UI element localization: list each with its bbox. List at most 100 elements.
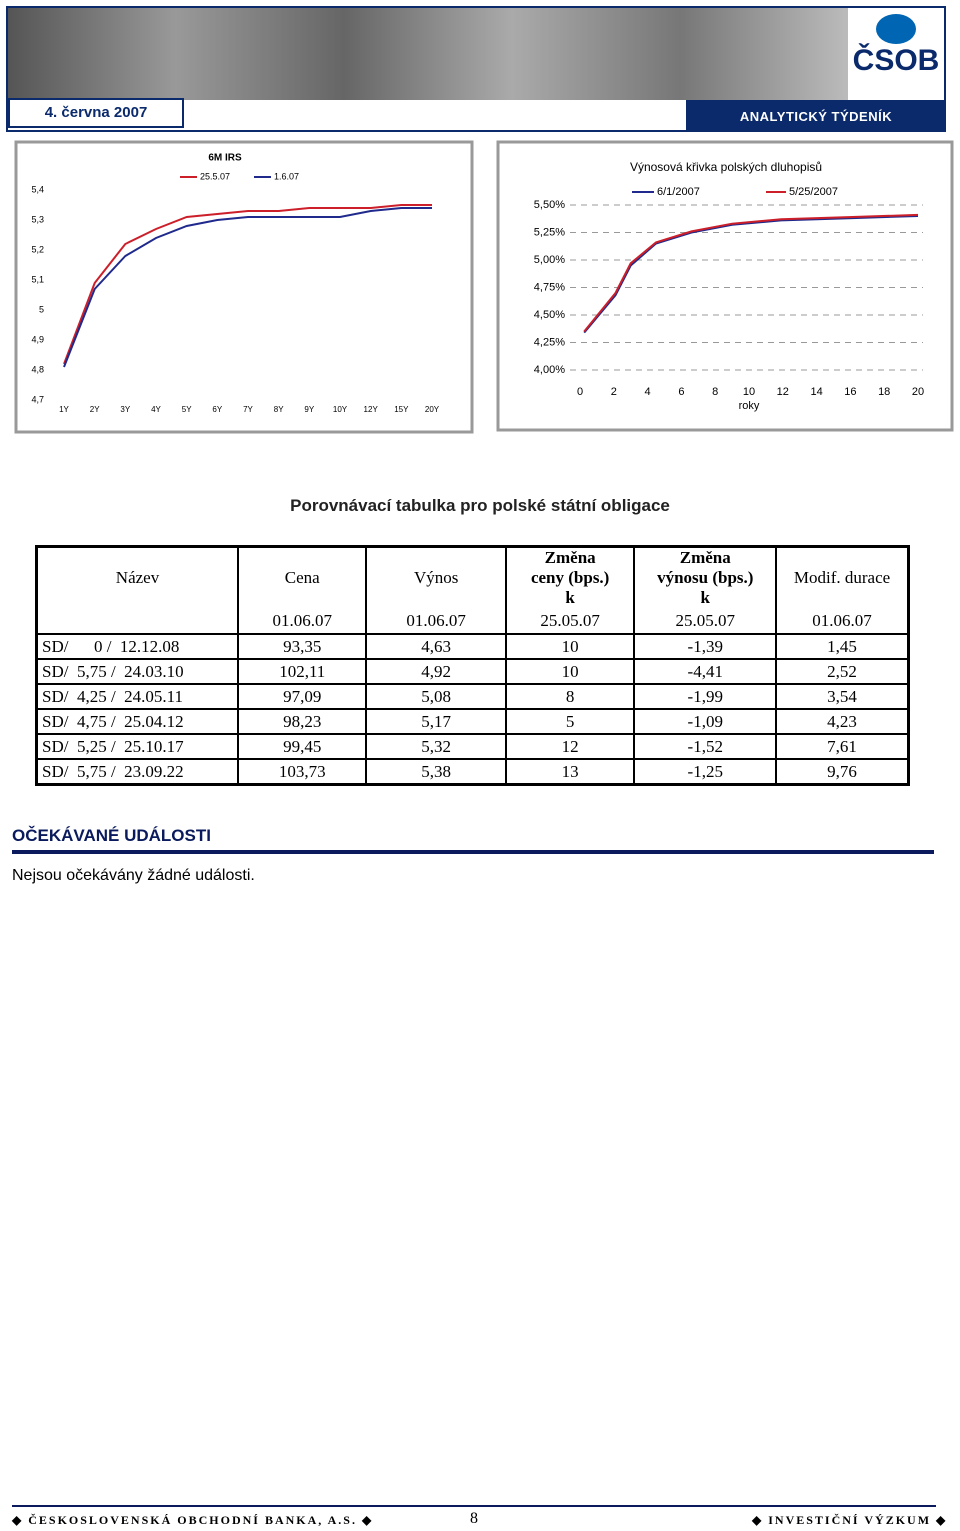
table-cell: 8	[504, 683, 635, 709]
bond-name: SD/ 5,75 / 23.09.22	[35, 758, 239, 785]
events-rule	[12, 850, 934, 854]
data-row: SD/ 5,25 / 25.10.17 99,45 5,32 12 -1,52 7,61	[35, 733, 909, 759]
y-tick-label: 4,50%	[534, 309, 565, 321]
table-cell: 7,61	[775, 733, 909, 759]
publication: ANALYTICKÝ TÝDENÍK	[686, 100, 946, 132]
table-cell: -1,99	[633, 683, 777, 709]
column-header: Změna ceny (bps.) k	[504, 546, 635, 608]
y-tick-label: 5,3	[31, 214, 44, 224]
table-cell: 13	[504, 758, 635, 785]
bond-name: SD/ 5,75 / 24.03.10	[35, 658, 239, 684]
table-cell: 4,23	[775, 708, 909, 734]
table-cell: 5,08	[365, 683, 506, 709]
data-row: SD/ 4,25 / 24.05.11 97,09 5,08 8 -1,99 3,54	[35, 683, 909, 709]
header-date: 4. června 2007	[8, 98, 184, 128]
x-tick-label: 15Y	[394, 405, 409, 414]
data-row: SD/ 4,75 / 25.04.12 98,23 5,17 5 -1,09 4,23	[35, 708, 909, 734]
series-line	[583, 215, 919, 334]
footer-left: ◆ ČESKOSLOVENSKÁ OBCHODNÍ BANKA, A.S. ◆	[12, 1513, 374, 1527]
page-number: 8	[470, 1510, 478, 1527]
x-tick-label: 3Y	[120, 405, 130, 414]
table-cell: -1,09	[633, 708, 777, 734]
bond-name: SD/ 5,25 / 25.10.17	[35, 733, 239, 759]
series-line	[63, 207, 432, 368]
footer-right: ◆ INVESTIČNÍ VÝZKUM ◆	[752, 1513, 948, 1527]
table-cell: 97,09	[237, 683, 367, 709]
logo-mark	[876, 14, 916, 44]
x-tick-label: 9Y	[304, 405, 314, 414]
series-line	[63, 204, 432, 365]
date-cell: 01.06.07	[237, 608, 367, 634]
table-cell: 2,52	[775, 658, 909, 684]
x-tick-label: 6Y	[212, 405, 222, 414]
chart-title: 6M IRS	[208, 153, 242, 164]
charts: 1Y 2Y 3Y 4Y 5Y 6Y 7Y 8Y 9Y 10Y 12Y 15Y 20Y 4,7 4,8 4,9 5…	[14, 140, 954, 434]
table-cell: -1,25	[633, 758, 777, 785]
x-tick-label: 12	[777, 386, 789, 398]
table-cell: 5,38	[365, 758, 506, 785]
table-cell: 93,35	[237, 633, 367, 659]
date-cell: 25.05.07	[504, 608, 635, 634]
y-tick-label: 5,25%	[534, 226, 565, 238]
x-tick-label: 14	[810, 386, 822, 398]
header-photo	[8, 8, 848, 100]
bond-name: SD/ 0 / 12.12.08	[35, 633, 239, 659]
table-cell: 3,54	[775, 683, 909, 709]
date-row: 01.06.07 01.06.07 25.05.07 25.05.07 01.06.07	[35, 608, 909, 634]
x-tick-label: 0	[577, 386, 583, 398]
footer-right-text: INVESTIČNÍ VÝZKUM	[768, 1513, 932, 1527]
data-row: SD/ 5,75 / 23.09.22 103,73 5,38 13 -1,25 9,76	[35, 758, 909, 785]
y-tick-label: 4,25%	[534, 336, 565, 348]
chart-title: Výnosová křivka polských dluhopisů	[630, 160, 822, 174]
table-cell: 12	[504, 733, 635, 759]
logo-text: ČSOB	[852, 44, 940, 77]
legend-label: 5/25/2007	[789, 186, 838, 198]
date-cell: 25.05.07	[633, 608, 777, 634]
y-tick-label: 4,7	[31, 394, 44, 404]
bond-name: SD/ 4,25 / 24.05.11	[35, 683, 239, 709]
date-cell	[35, 608, 239, 634]
y-tick-label: 4,75%	[534, 281, 565, 293]
table-cell: 99,45	[237, 733, 367, 759]
column-header: Změna výnosu (bps.) k	[633, 546, 777, 608]
header-row: Název Cena Výnos Změna ceny (bps.) k Změna v…	[35, 546, 909, 608]
y-tick-label: 5	[39, 304, 44, 314]
table-cell: -1,52	[633, 733, 777, 759]
x-tick-label: 10	[743, 386, 755, 398]
x-tick-label: 16	[844, 386, 856, 398]
x-tick-label: 4Y	[151, 405, 161, 414]
footer-rule	[12, 1505, 936, 1507]
y-tick-label: 4,9	[31, 334, 44, 344]
data-row: SD/ 0 / 12.12.08 93,35 4,63 10 -1,39 1,45	[35, 633, 909, 659]
x-tick-label: 8Y	[274, 405, 284, 414]
table-cell: 1,45	[775, 633, 909, 659]
column-header: Název	[35, 546, 239, 608]
series-line	[583, 213, 919, 333]
table-cell: 10	[504, 658, 635, 684]
y-tick-label: 5,50%	[534, 199, 565, 211]
table-cell: 5	[504, 708, 635, 734]
y-tick-label: 5,00%	[534, 254, 565, 266]
date-cell: 01.06.07	[775, 608, 909, 634]
column-header: Cena	[237, 546, 367, 608]
x-tick-label: 20Y	[425, 405, 440, 414]
footer-left-text: ČESKOSLOVENSKÁ OBCHODNÍ BANKA, A.S.	[28, 1513, 357, 1527]
x-tick-label: 1Y	[59, 405, 69, 414]
table-cell: 5,32	[365, 733, 506, 759]
x-tick-label: 2	[611, 386, 617, 398]
chart-frame	[14, 140, 474, 434]
x-tick-label: 7Y	[243, 405, 253, 414]
table-cell: 4,63	[365, 633, 506, 659]
y-tick-label: 5,2	[31, 244, 44, 254]
legend-label: 1.6.07	[274, 171, 299, 181]
table-cell: 10	[504, 633, 635, 659]
header-frame	[6, 6, 946, 132]
x-tick-label: 20	[912, 386, 924, 398]
events-text: Nejsou očekávány žádné události.	[12, 867, 255, 884]
x-tick-label: 5Y	[182, 405, 192, 414]
legend-label: 6/1/2007	[657, 186, 700, 198]
y-tick-label: 4,00%	[534, 364, 565, 376]
bond-name: SD/ 4,75 / 25.04.12	[35, 708, 239, 734]
events-title: OČEKÁVANÉ UDÁLOSTI	[12, 826, 211, 845]
